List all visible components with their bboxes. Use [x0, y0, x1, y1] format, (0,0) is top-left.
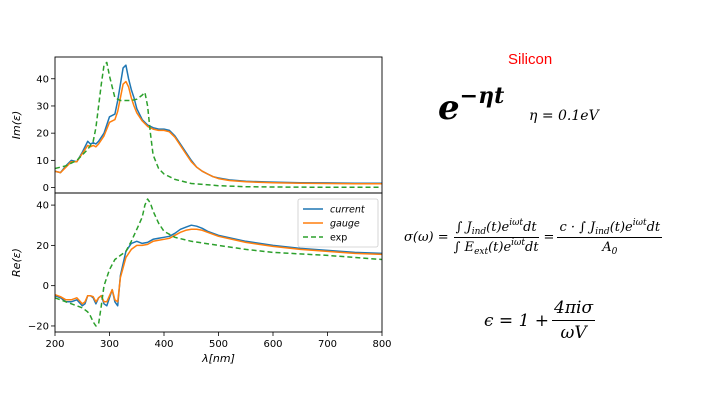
bottom-xlabel: λ[nm]	[201, 352, 235, 365]
f1-den-sub: ext	[474, 247, 489, 257]
top-ylabel: Im(ε)	[10, 111, 23, 140]
f2-num-sub: ind	[595, 227, 610, 237]
f2-den-sub: 0	[611, 247, 618, 257]
f1-den-mid: (t)e	[488, 240, 512, 255]
top-axes-frame	[54, 56, 383, 194]
f1-num-sub: ind	[471, 227, 487, 237]
eta-equation: η = 0.1eV	[529, 108, 599, 124]
exp-power: −ηt	[459, 83, 505, 109]
f2-den-a: A	[602, 240, 612, 255]
bottom-ytick-label: 40	[36, 201, 49, 212]
exp-base: e	[438, 88, 460, 128]
dielectric-equation: ϵ = 1 + 4πiσ ωV	[484, 298, 598, 343]
bottom-ytick-label: 20	[36, 241, 49, 252]
bottom-series-exp	[55, 198, 382, 327]
conductivity-equation: σ(ω) = ∫ Jind(t)eiωtdt ∫ Eext(t)eiωtdt =…	[404, 218, 665, 257]
eps-fraction: 4πiσ ωV	[552, 298, 596, 343]
legend-label-gauge: gauge	[330, 219, 360, 230]
bottom-series-gauge	[55, 228, 382, 305]
bottom-legend: current gauge exp	[297, 198, 379, 248]
bottom-xtick-label: 600	[263, 339, 282, 350]
sigma-f1-denominator: ∫ Eext(t)eiωtdt	[452, 238, 541, 257]
f1-den-a: ∫ E	[453, 240, 475, 255]
damping-exponential: e−ηt	[438, 83, 504, 128]
top-series-gauge	[55, 80, 382, 185]
f1-den-end: dt	[525, 240, 539, 255]
slide-title: Silicon	[508, 51, 553, 68]
top-ytick-label: 0	[43, 183, 49, 194]
bottom-xtick-label: 800	[372, 339, 391, 350]
f1-den-sup: iωt	[511, 238, 525, 248]
bottom-panel: −20 0 20 40 200 300 400 500 600 700 800 Re(ε) λ[nm] c…	[10, 192, 392, 365]
f1-num-sup: iωt	[509, 218, 524, 228]
sigma-fraction-2: c · ∫ Jind(t)eiωtdt A0	[557, 218, 663, 257]
bottom-legend-box	[297, 198, 379, 248]
bottom-xtick-label: 200	[45, 339, 64, 350]
eps-denominator: ωV	[560, 323, 587, 343]
bottom-xtick-label: 400	[154, 339, 173, 350]
f2-num-mid: (t)e	[609, 220, 633, 235]
bottom-xtick-label: 300	[100, 339, 119, 350]
eps-numerator: 4πiσ	[552, 298, 596, 321]
bottom-ytick-label: 0	[43, 281, 49, 292]
bottom-ytick-label: −20	[28, 321, 49, 332]
legend-label-exp: exp	[330, 233, 347, 244]
top-series-exp	[55, 61, 382, 189]
sigma-fraction-1: ∫ Jind(t)eiωtdt ∫ Eext(t)eiωtdt	[452, 218, 541, 257]
f2-num-end: dt	[646, 220, 661, 235]
top-ytick-label: 20	[36, 129, 49, 140]
eps-lhs: ϵ = 1 +	[484, 310, 550, 331]
sigma-f2-denominator: A0	[600, 238, 619, 257]
f1-num-end: dt	[523, 220, 537, 235]
sigma-f2-numerator: c · ∫ Jind(t)eiωtdt	[557, 218, 663, 238]
sigma-f1-numerator: ∫ Jind(t)eiωtdt	[453, 218, 539, 238]
f1-num-a: ∫ J	[455, 220, 472, 235]
bottom-xtick-label: 700	[318, 339, 337, 350]
bottom-ylabel: Re(ε)	[10, 248, 23, 277]
sigma-equals: =	[543, 230, 555, 245]
legend-label-current: current	[330, 205, 366, 216]
top-ytick-label: 40	[36, 74, 49, 85]
f2-num-a: c · ∫ J	[559, 220, 596, 235]
top-panel: 0 10 20 30 40 Im(ε)	[10, 56, 383, 194]
top-ytick-label: 10	[36, 156, 49, 167]
f2-num-sup: iωt	[632, 218, 647, 228]
top-series-current	[55, 64, 382, 184]
top-ytick-label: 30	[36, 101, 49, 112]
f1-num-mid: (t)e	[486, 220, 510, 235]
sigma-lhs: σ(ω) =	[404, 230, 449, 245]
bottom-xtick-label: 500	[209, 339, 228, 350]
